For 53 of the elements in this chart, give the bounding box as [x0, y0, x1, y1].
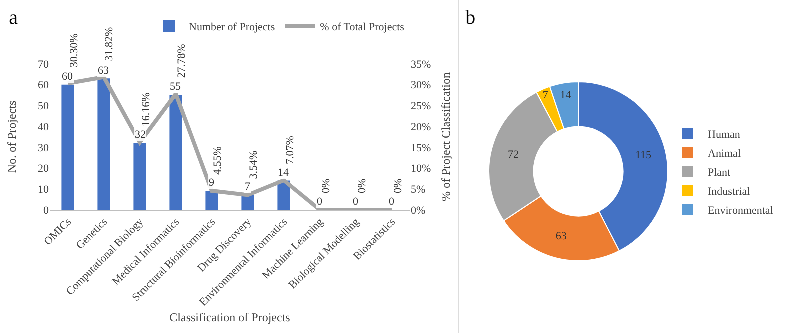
legend-label: Animal	[708, 148, 741, 160]
data-label: 14	[278, 167, 290, 179]
data-label: 0%	[356, 178, 368, 194]
chart-title: b	[466, 6, 476, 29]
legend-label: Environmental	[708, 204, 774, 217]
data-label: 0%	[320, 178, 332, 194]
data-label: 0	[389, 196, 395, 208]
data-label: 30.30%	[68, 34, 80, 68]
y-axis-title: No. of Projects	[5, 100, 19, 174]
data-label: 3.54%	[248, 150, 260, 180]
legend-label: Industrial	[708, 186, 750, 198]
y2-axis-title: % of Project Classification	[439, 72, 453, 202]
data-label: 7	[542, 89, 549, 102]
data-label: 9	[209, 177, 215, 189]
y2-tick-label: 0%	[411, 204, 426, 217]
data-label: 16.16%	[140, 92, 152, 127]
data-label: 63	[98, 65, 110, 77]
data-label: 31.82%	[104, 27, 116, 62]
y-tick-label: 70	[38, 58, 50, 71]
y-tick-label: 20	[38, 163, 50, 176]
y2-tick-label: 10%	[411, 163, 432, 176]
legend-label: Plant	[708, 166, 731, 179]
data-label: 60	[62, 71, 74, 83]
x-axis-title: Classification of Projects	[170, 310, 291, 325]
y2-tick-label: 30%	[411, 80, 432, 92]
data-label: 14	[560, 89, 572, 102]
data-label: 4.55%	[212, 146, 224, 176]
legend-label: Number of Projects	[189, 21, 276, 34]
data-label: 27.78%	[176, 44, 188, 78]
y2-tick-label: 35%	[411, 58, 432, 71]
chart-title: a	[9, 6, 18, 29]
y2-tick-label: 5%	[411, 184, 426, 196]
y-tick-label: 40	[38, 121, 50, 134]
y-tick-label: 10	[38, 184, 50, 196]
data-label: 63	[556, 230, 568, 242]
legend-label: Human	[708, 128, 741, 141]
y-tick-label: 60	[38, 80, 50, 92]
data-label: 72	[508, 148, 519, 161]
legend-label: % of Total Projects	[320, 21, 404, 34]
y-tick-label: 50	[38, 100, 50, 113]
data-label: 7	[245, 181, 251, 193]
y2-tick-label: 20%	[411, 121, 432, 134]
data-label: 7.07%	[284, 136, 296, 165]
data-label: 0%	[392, 178, 404, 194]
data-label: 0	[353, 196, 359, 208]
y2-tick-label: 25%	[411, 100, 432, 113]
data-label: 32	[135, 129, 146, 141]
y-tick-label: 0	[44, 204, 50, 217]
data-label: 115	[635, 150, 652, 162]
data-label: 55	[170, 81, 182, 93]
y-tick-label: 30	[38, 142, 50, 154]
data-label: 0	[317, 196, 323, 208]
y2-tick-label: 15%	[411, 142, 432, 154]
